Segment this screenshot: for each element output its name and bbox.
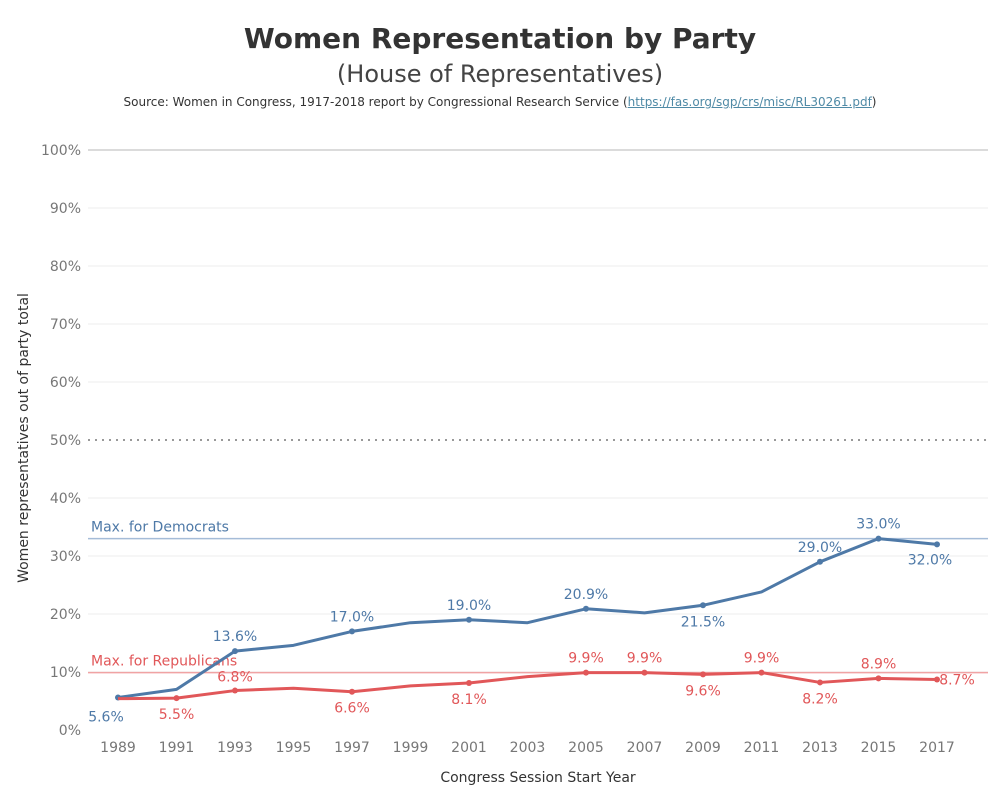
- y-axis-title: Women representatives out of party total: [16, 293, 32, 583]
- republicans-point: [583, 669, 589, 676]
- x-tick-label: 2003: [510, 740, 546, 756]
- reference-lines: Max. for Democrats Max. for Republicans: [88, 439, 988, 674]
- x-tick-label: 2011: [744, 740, 780, 756]
- x-tick-label: 2015: [861, 740, 897, 756]
- republicans-data-label: 6.8%: [217, 670, 253, 686]
- data-labels: 5.6% 13.6% 17.0% 19.0% 20.9% 21.5% 29.0% 33.0% 3…: [88, 517, 975, 726]
- democrats-point: [349, 628, 355, 635]
- democrats-point: [934, 541, 940, 548]
- republicans-point: [700, 671, 706, 678]
- max-republicans-label: Max. for Republicans: [91, 654, 237, 670]
- x-tick-label: 2013: [802, 740, 838, 756]
- democrats-data-label: 21.5%: [681, 614, 725, 630]
- republicans-data-label: 9.9%: [744, 651, 780, 667]
- democrats-data-label: 13.6%: [213, 629, 257, 645]
- republicans-data-label: 8.9%: [861, 656, 897, 672]
- republicans-point: [466, 680, 472, 687]
- republicans-data-label: 6.6%: [334, 701, 370, 717]
- republicans-data-label: 8.2%: [802, 691, 838, 707]
- democrats-data-label: 20.9%: [564, 587, 608, 603]
- republicans-data-label: 9.6%: [685, 683, 721, 699]
- republicans-point: [173, 695, 180, 702]
- x-tick-label: 2001: [451, 740, 487, 756]
- y-axis-ticks: 0% 10% 20% 30% 40% 50% 60% 70% 80% 90% 100%: [41, 143, 81, 739]
- x-tick-label: 2009: [685, 740, 721, 756]
- democrats-data-label: 33.0%: [856, 517, 900, 533]
- x-tick-label: 2007: [627, 740, 663, 756]
- republicans-data-label: 9.9%: [627, 651, 663, 667]
- republicans-line: [117, 671, 938, 701]
- democrats-data-label: 17.0%: [330, 609, 374, 625]
- x-tick-label: 1997: [334, 740, 370, 756]
- y-tick-label: 40%: [50, 491, 81, 507]
- republicans-point: [641, 669, 648, 676]
- republicans-point: [232, 687, 238, 694]
- democrats-line: [117, 537, 938, 700]
- democrats-data-label: 32.0%: [908, 552, 952, 568]
- democrats-point: [875, 535, 882, 542]
- democrats-data-label: 29.0%: [798, 540, 842, 556]
- democrats-point: [817, 558, 823, 565]
- source-suffix: ): [871, 95, 877, 109]
- y-tick-label: 100%: [41, 143, 81, 159]
- y-tick-label: 30%: [50, 549, 81, 565]
- y-tick-label: 90%: [50, 201, 81, 217]
- x-tick-label: 1989: [100, 740, 136, 756]
- y-tick-label: 20%: [50, 607, 81, 623]
- democrats-data-label: 19.0%: [447, 598, 491, 614]
- y-tick-label: 10%: [50, 665, 81, 681]
- republicans-data-label: 9.9%: [568, 651, 604, 667]
- gridlines: [88, 149, 988, 673]
- y-tick-label: 80%: [50, 259, 81, 275]
- republicans-data-label: 8.1%: [451, 692, 487, 708]
- source-prefix: Source: Women in Congress, 1917-2018 rep…: [123, 95, 628, 109]
- source-link[interactable]: https://fas.org/sgp/crs/misc/RL30261.pdf: [627, 95, 872, 109]
- series-lines: [115, 535, 940, 702]
- chart-title: Women Representation by Party: [243, 22, 757, 55]
- x-tick-label: 1995: [276, 740, 312, 756]
- republicans-point: [349, 688, 355, 695]
- democrats-data-label: 5.6%: [88, 710, 124, 726]
- x-tick-label: 1993: [217, 740, 253, 756]
- x-axis-title: Congress Session Start Year: [440, 770, 636, 786]
- x-axis-ticks: 1989 1991 1993 1995 1997 1999 2001 2003 2005 2007…: [100, 740, 955, 756]
- max-democrats-label: Max. for Democrats: [91, 520, 229, 536]
- republicans-point: [934, 676, 940, 683]
- republicans-point: [758, 669, 765, 676]
- source-note: Source: Women in Congress, 1917-2018 rep…: [0, 95, 1000, 109]
- y-tick-label: 50%: [50, 433, 81, 449]
- y-tick-label: 0%: [59, 723, 81, 739]
- republicans-point: [875, 675, 882, 682]
- democrats-point: [583, 605, 589, 612]
- y-tick-label: 60%: [50, 375, 81, 391]
- x-tick-label: 1999: [393, 740, 429, 756]
- x-tick-label: 2005: [568, 740, 604, 756]
- democrats-point: [700, 602, 706, 609]
- x-tick-label: 1991: [159, 740, 195, 756]
- y-tick-label: 70%: [50, 317, 81, 333]
- republicans-data-label: 8.7%: [939, 673, 975, 689]
- republicans-point: [817, 679, 823, 686]
- chart-subtitle: (House of Representatives): [336, 60, 664, 88]
- democrats-point: [232, 648, 238, 655]
- x-tick-label: 2017: [919, 740, 955, 756]
- democrats-point: [466, 616, 472, 623]
- republicans-data-label: 5.5%: [159, 707, 195, 723]
